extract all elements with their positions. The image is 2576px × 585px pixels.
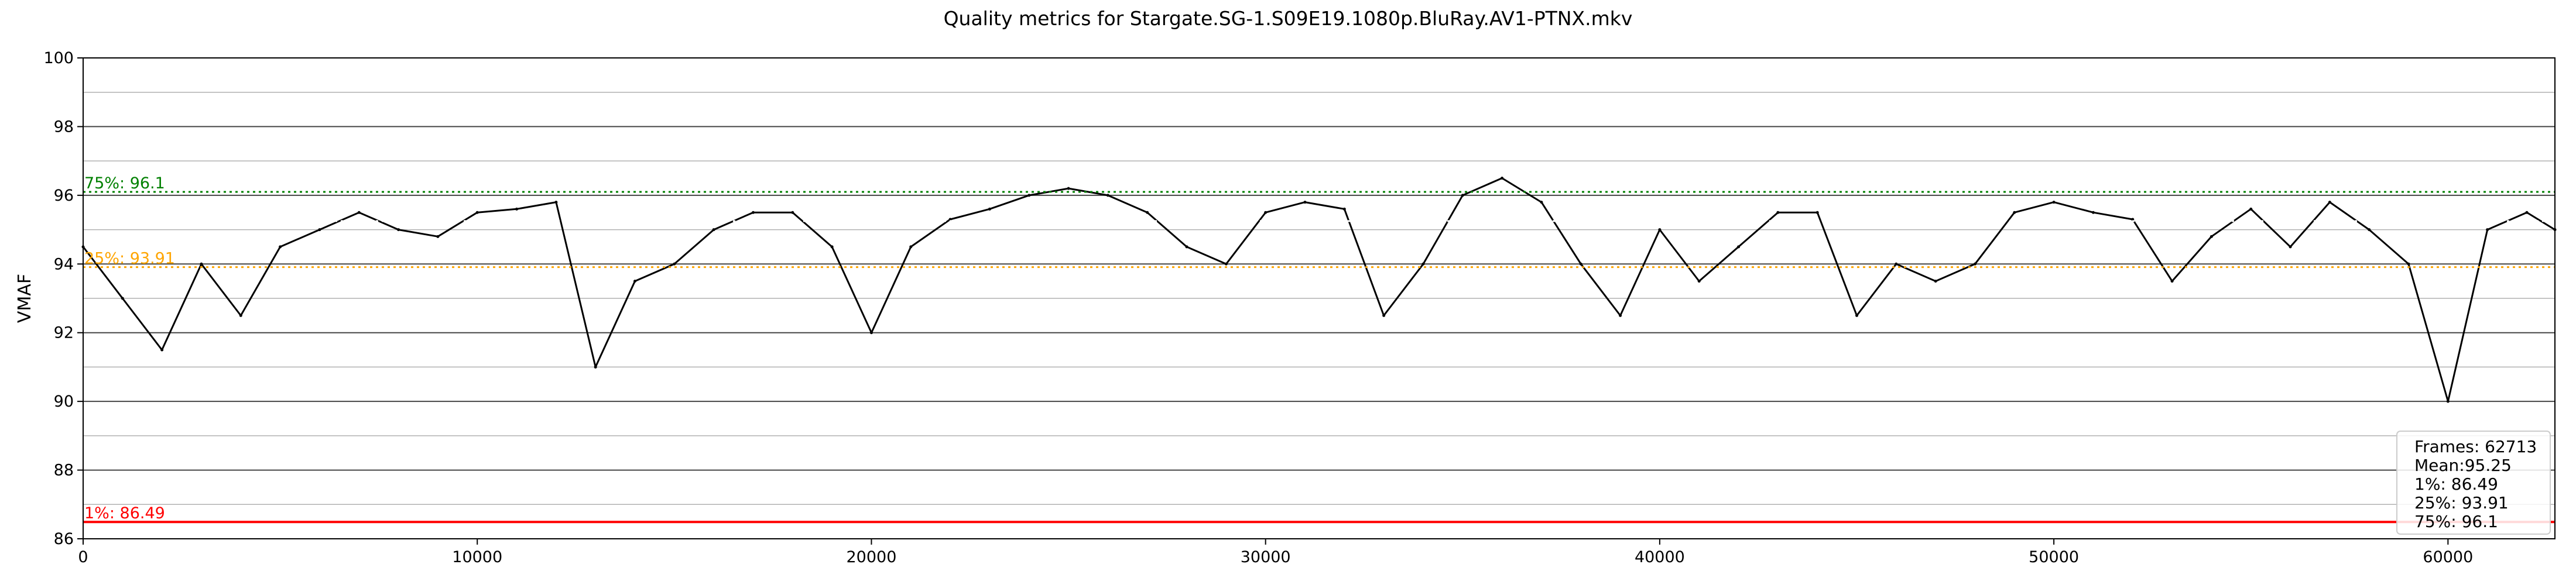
vmaf-data-point: [2525, 211, 2529, 214]
series-layer: [81, 177, 2557, 403]
y-tick-label: 86: [54, 530, 74, 548]
vmaf-data-point: [121, 297, 124, 300]
y-tick-label: 90: [54, 393, 74, 411]
vmaf-data-point: [2289, 245, 2292, 249]
y-tick-label: 100: [43, 49, 74, 67]
x-tick-label: 10000: [452, 548, 502, 566]
vmaf-data-point: [2368, 228, 2371, 232]
vmaf-data-point: [1895, 262, 1898, 266]
vmaf-data-point: [1106, 194, 1109, 197]
vmaf-data-point: [1776, 211, 1780, 214]
vmaf-data-point: [239, 314, 242, 317]
chart-title: Quality metrics for Stargate.SG-1.S09E19…: [944, 7, 1633, 30]
y-tick-label: 98: [54, 118, 74, 136]
vmaf-data-point: [1619, 314, 1622, 317]
vmaf-data-point: [1658, 228, 1662, 232]
vmaf-data-point: [2170, 280, 2174, 283]
vmaf-data-point: [1342, 207, 1346, 211]
vmaf-data-point: [2328, 201, 2331, 204]
grid: [83, 91, 2555, 505]
p75-reference-label: 75%: 96.1: [84, 174, 165, 192]
vmaf-data-point: [554, 201, 558, 204]
vmaf-data-point: [830, 245, 834, 249]
vmaf-data-point: [1973, 262, 1976, 266]
vmaf-data-point: [2486, 228, 2489, 232]
vmaf-data-point: [869, 331, 873, 335]
y-tick-label: 96: [54, 187, 74, 205]
vmaf-data-point: [318, 228, 321, 232]
vmaf-data-point: [1146, 211, 1149, 214]
vmaf-data-point: [436, 235, 440, 238]
vmaf-data-point: [279, 245, 282, 249]
y-tick-label: 88: [54, 462, 74, 480]
x-tick-label: 60000: [2423, 548, 2473, 566]
vmaf-data-point: [988, 207, 991, 211]
mean-reference-label: Mean: 95.25: [84, 204, 183, 222]
stats-line: Mean:95.25: [2414, 456, 2512, 475]
vmaf-data-point: [2013, 211, 2016, 214]
x-tick-label: 40000: [1635, 548, 1685, 566]
vmaf-data-point: [2210, 235, 2213, 238]
vmaf-data-point: [1540, 201, 1543, 204]
stats-line: 1%: 86.49: [2414, 474, 2498, 494]
vmaf-data-point: [1224, 262, 1228, 266]
x-tick-label: 20000: [846, 548, 896, 566]
vmaf-data-point: [948, 218, 952, 221]
vmaf-data-point: [1303, 201, 1307, 204]
vmaf-data-point: [751, 211, 755, 214]
vmaf-data-point: [673, 262, 676, 266]
p25-reference-label: 25%: 93.91: [84, 250, 175, 268]
vmaf-data-point: [1421, 262, 1425, 266]
vmaf-data-point: [2052, 201, 2056, 204]
vmaf-data-point: [1382, 314, 1386, 317]
x-tick-label: 30000: [1241, 548, 1291, 566]
stats-line: 25%: 93.91: [2414, 493, 2509, 512]
vmaf-data-point: [712, 228, 715, 232]
vmaf-data-point: [160, 348, 164, 352]
vmaf-data-point: [1697, 280, 1701, 283]
vmaf-data-point: [1737, 245, 1741, 249]
vmaf-data-point: [357, 211, 361, 214]
vmaf-data-point: [594, 365, 597, 369]
vmaf-data-point: [791, 211, 794, 214]
vmaf-series-line: [82, 177, 2556, 402]
vmaf-data-point: [1185, 245, 1188, 249]
vmaf-data-point: [633, 280, 637, 283]
vmaf-data-point: [2091, 211, 2095, 214]
vmaf-data-point: [2407, 262, 2410, 266]
axis-ticks: 0 10000 20000 30000 40000 50000 60000 86 88 90 92 9…: [43, 49, 2473, 566]
vmaf-data-point: [1027, 194, 1031, 197]
vmaf-data-point: [909, 245, 913, 249]
y-axis-title: VMAF: [15, 274, 35, 323]
stats-line: Frames: 62713: [2414, 437, 2537, 456]
vmaf-data-point: [515, 207, 519, 211]
vmaf-data-point: [1815, 211, 1819, 214]
vmaf-data-point: [1501, 177, 1504, 180]
y-tick-label: 92: [54, 324, 74, 342]
vmaf-data-point: [1264, 211, 1268, 214]
vmaf-data-point: [1855, 314, 1859, 317]
vmaf-data-point: [1461, 194, 1464, 197]
plot-frame: [83, 57, 2556, 539]
vmaf-data-point: [397, 228, 400, 232]
vmaf-data-point: [2446, 400, 2450, 403]
vmaf-data-point: [2249, 207, 2253, 211]
vmaf-data-point: [1579, 262, 1582, 266]
vmaf-data-point: [1067, 187, 1070, 190]
x-tick-label: 50000: [2029, 548, 2079, 566]
stats-box-background: [2396, 431, 2551, 535]
vmaf-data-point: [475, 211, 479, 214]
vmaf-data-point: [1934, 280, 1937, 283]
vmaf-data-point: [200, 262, 203, 266]
vmaf-data-point: [2131, 218, 2135, 221]
y-tick-label: 94: [54, 255, 74, 273]
p1-reference-label: 1%: 86.49: [84, 504, 165, 522]
x-tick-label: 0: [78, 548, 88, 566]
stats-line: 75%: 96.1: [2414, 512, 2498, 531]
